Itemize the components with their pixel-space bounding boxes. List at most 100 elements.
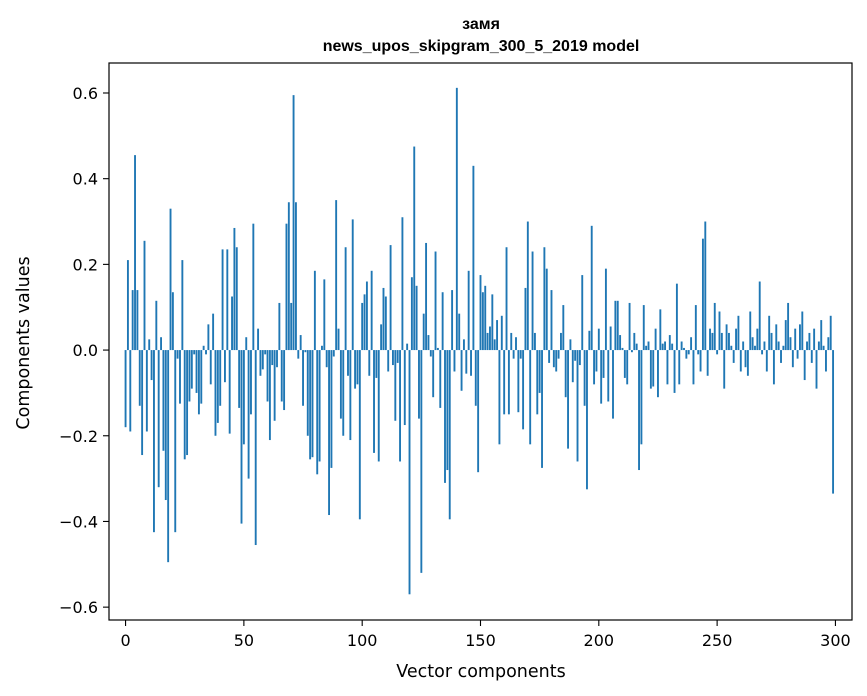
bar-296: [825, 350, 827, 372]
bar-129: [429, 350, 432, 357]
bar-293: [817, 341, 820, 351]
bar-254: [725, 324, 728, 351]
bar-212: [626, 350, 629, 385]
bar-243: [699, 350, 702, 372]
bar-96: [351, 219, 354, 351]
bar-47: [235, 247, 238, 351]
bar-36: [209, 350, 212, 385]
bar-292: [815, 350, 818, 389]
bar-11: [150, 350, 153, 381]
bar-49: [240, 350, 243, 524]
bar-193: [581, 275, 584, 351]
bar-117: [401, 217, 404, 351]
bar-177: [543, 247, 546, 351]
bar-266: [754, 345, 756, 351]
x-axis-label: Vector components: [396, 662, 565, 682]
bar-135: [444, 350, 446, 483]
bar-103: [368, 350, 371, 376]
bar-288: [806, 341, 808, 351]
bar-277: [780, 350, 782, 363]
bar-166: [517, 350, 520, 413]
bar-220: [645, 345, 648, 351]
bar-113: [392, 350, 394, 366]
bar-146: [470, 350, 472, 376]
bar-250: [716, 350, 719, 355]
bar-48: [238, 350, 241, 408]
bar-97: [354, 350, 357, 389]
bar-73: [297, 350, 300, 359]
bar-283: [794, 328, 797, 351]
bar-282: [791, 350, 794, 368]
bar-107: [377, 350, 380, 462]
bar-251: [718, 311, 721, 351]
bar-52: [247, 350, 250, 479]
bar-252: [720, 332, 723, 351]
bar-100: [361, 302, 364, 351]
bar-286: [801, 311, 804, 351]
bar-136: [446, 350, 449, 471]
bar-34: [205, 350, 207, 355]
bar-189: [571, 350, 574, 383]
y-tick-label: −0.2: [59, 427, 98, 446]
bar-1: [126, 260, 129, 351]
bar-253: [723, 350, 726, 389]
bar-2: [129, 350, 132, 432]
bar-16: [162, 350, 165, 451]
bar-235: [680, 341, 683, 351]
bar-76: [304, 350, 307, 353]
bar-194: [583, 350, 586, 406]
bar-154: [489, 326, 491, 351]
bar-278: [782, 345, 785, 351]
bar-59: [264, 350, 267, 355]
bar-87: [330, 350, 333, 468]
bar-178: [545, 268, 548, 351]
bar-144: [465, 350, 468, 374]
bar-43: [226, 249, 229, 351]
bar-285: [799, 324, 801, 351]
bar-118: [403, 350, 406, 426]
bar-269: [761, 350, 764, 355]
bar-155: [491, 294, 494, 351]
bar-195: [586, 350, 588, 490]
bar-64: [276, 350, 278, 368]
bar-157: [496, 320, 499, 351]
bar-245: [704, 221, 707, 351]
bar-116: [399, 350, 401, 462]
bar-101: [363, 294, 366, 351]
bar-216: [635, 343, 638, 351]
y-tick-label: 0.6: [73, 84, 98, 103]
x-tick-label: 200: [584, 631, 615, 650]
bar-263: [746, 350, 749, 376]
bar-229: [666, 350, 669, 385]
bar-208: [616, 300, 619, 351]
bar-71: [292, 95, 295, 351]
bar-54: [252, 223, 255, 351]
bar-86: [328, 350, 330, 516]
bar-210: [621, 347, 624, 351]
bar-249: [713, 302, 716, 351]
bar-120: [408, 350, 411, 595]
bar-26: [186, 350, 189, 456]
bar-147: [472, 165, 475, 351]
bar-66: [280, 350, 283, 402]
bar-199: [595, 350, 598, 372]
bar-109: [382, 287, 385, 351]
bar-77: [306, 350, 309, 436]
bar-14: [157, 350, 160, 488]
bar-61: [268, 350, 271, 441]
bar-239: [690, 337, 693, 351]
bar-68: [285, 223, 288, 351]
bar-185: [562, 305, 565, 351]
x-axis-ticks: 0 50 100 150 200 250 300: [120, 620, 851, 650]
bar-174: [536, 350, 539, 415]
bar-291: [813, 328, 816, 351]
bar-142: [460, 350, 463, 391]
bar-202: [602, 350, 605, 378]
bar-10: [148, 339, 151, 351]
bar-287: [803, 350, 806, 381]
bar-206: [612, 350, 614, 419]
bar-289: [808, 332, 811, 351]
bar-200: [597, 328, 600, 351]
bar-264: [749, 311, 752, 351]
bar-15: [160, 337, 162, 351]
